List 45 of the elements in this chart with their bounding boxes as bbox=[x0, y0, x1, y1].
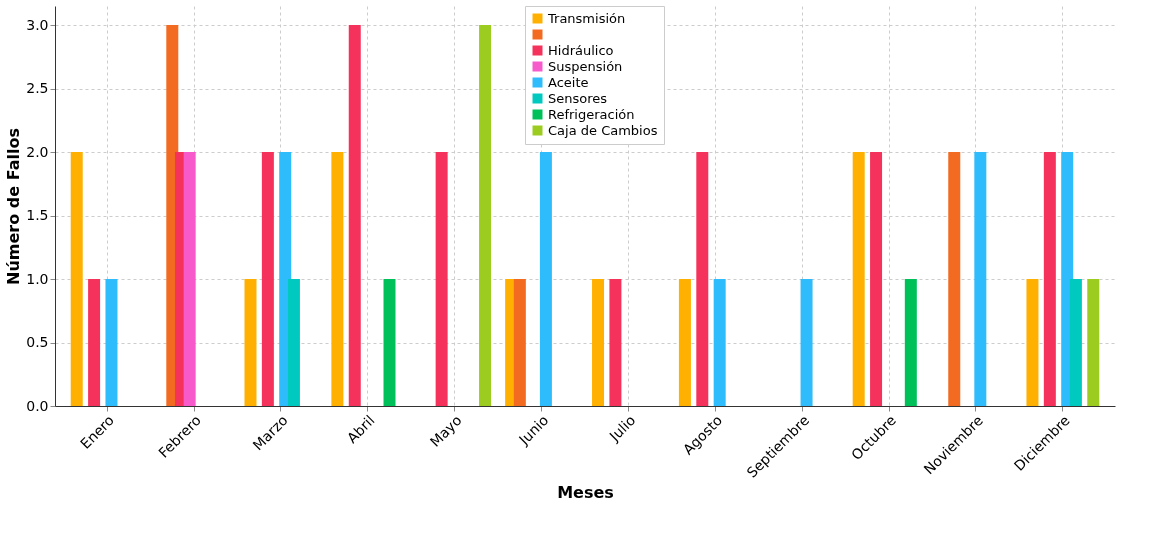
bar bbox=[348, 25, 361, 406]
bar bbox=[287, 279, 300, 406]
legend-label: Aceite bbox=[548, 74, 589, 90]
bar bbox=[1087, 279, 1100, 406]
bar bbox=[852, 152, 865, 406]
bar bbox=[539, 152, 552, 406]
y-tick-label: 1.0 bbox=[26, 270, 49, 287]
legend-label: Hidráulico bbox=[548, 42, 614, 58]
bar bbox=[88, 279, 101, 406]
y-tick-label: 2.0 bbox=[26, 143, 49, 160]
y-axis-title: Número de Fallos bbox=[4, 128, 24, 285]
bar bbox=[244, 279, 257, 406]
bar bbox=[713, 279, 726, 406]
x-axis-title: Meses bbox=[557, 482, 614, 502]
bar bbox=[513, 279, 526, 406]
bar bbox=[800, 279, 813, 406]
bar bbox=[183, 152, 196, 406]
y-tick-label: 0.5 bbox=[26, 334, 49, 351]
legend-label: Sensores bbox=[548, 90, 608, 106]
bar bbox=[331, 152, 344, 406]
bar bbox=[1069, 279, 1082, 406]
bar bbox=[1026, 279, 1039, 406]
bar bbox=[1043, 152, 1056, 406]
bar bbox=[678, 279, 691, 406]
y-tick-label: 1.5 bbox=[26, 207, 49, 224]
legend-label: Caja de Cambios bbox=[548, 122, 658, 138]
y-tick-label: 0.0 bbox=[26, 397, 49, 414]
bar bbox=[609, 279, 622, 406]
bar bbox=[974, 152, 987, 406]
bar bbox=[479, 25, 492, 406]
bar bbox=[435, 152, 448, 406]
bar bbox=[105, 279, 118, 406]
bar bbox=[948, 152, 961, 406]
legend-label: Suspensión bbox=[548, 58, 623, 74]
legend-label: Refrigeración bbox=[548, 106, 635, 122]
y-tick-label: 3.0 bbox=[26, 16, 49, 33]
bar bbox=[696, 152, 709, 406]
bar bbox=[870, 152, 883, 406]
y-tick-label: 2.5 bbox=[26, 80, 49, 97]
bar bbox=[592, 279, 605, 406]
bar bbox=[383, 279, 396, 406]
legend-label: Transmisión bbox=[547, 10, 626, 26]
bar bbox=[70, 152, 83, 406]
bar bbox=[261, 152, 274, 406]
bar bbox=[904, 279, 917, 406]
